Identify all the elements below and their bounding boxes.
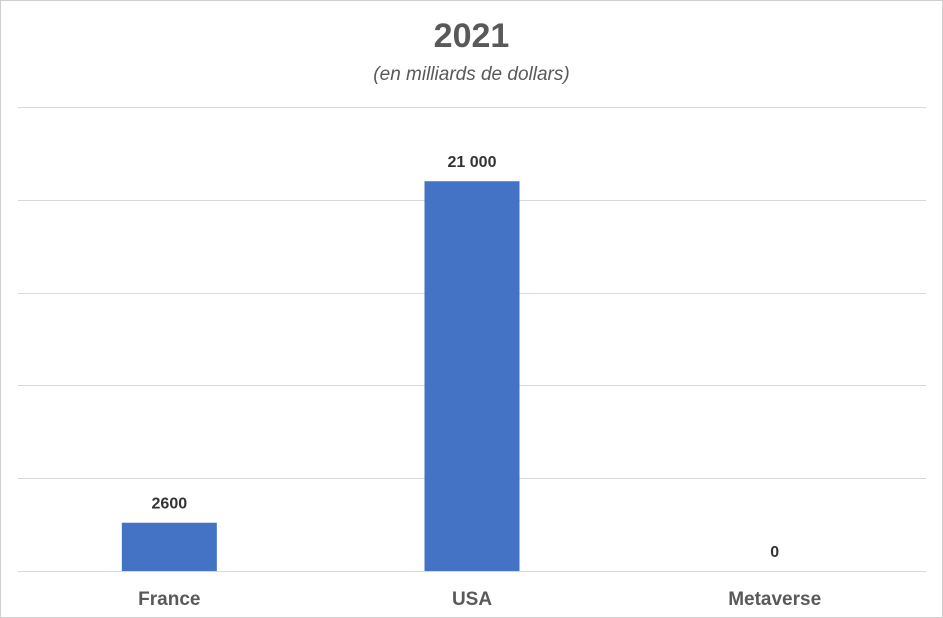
x-tick-label-usa: USA [452, 589, 492, 610]
bar-france [121, 522, 217, 571]
x-tick-label-france: France [138, 589, 200, 610]
x-tick-labels: France USA Metaverse [138, 589, 821, 610]
data-label-metaverse: 0 [770, 544, 779, 561]
x-tick-label-metaverse: Metaverse [728, 589, 821, 610]
bar-usa [424, 181, 520, 572]
data-labels: 2600 21 000 0 [152, 154, 780, 561]
chart-title: 2021 [433, 17, 510, 55]
bars [121, 181, 520, 572]
data-label-usa: 21 000 [448, 154, 497, 171]
data-label-france: 2600 [152, 496, 188, 513]
chart-subtitle: (en milliards de dollars) [373, 64, 570, 85]
